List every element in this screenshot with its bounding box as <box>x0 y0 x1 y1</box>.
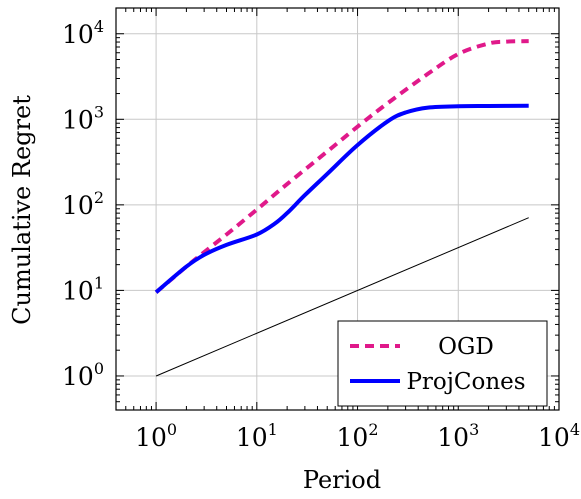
y-axis-title: Cumulative Regret <box>8 95 36 325</box>
x-tick-label: 102 <box>337 420 379 452</box>
x-tick-label: 100 <box>135 420 177 452</box>
y-tick-labels: 100 101 102 103 104 <box>62 17 104 391</box>
y-tick-label: 103 <box>62 102 104 134</box>
legend-box <box>337 320 548 407</box>
plot-frame <box>115 7 560 411</box>
series-lines <box>154 39 529 377</box>
x-axis-title: Period <box>303 466 381 494</box>
legend: OGD ProjCones <box>337 320 548 407</box>
y-tick-label: 100 <box>62 359 104 391</box>
series-reference <box>155 217 529 377</box>
legend-label-projcones: ProjCones <box>406 369 525 395</box>
x-tick-label: 103 <box>437 420 479 452</box>
x-tick-label: 101 <box>236 420 278 452</box>
y-tick-label: 104 <box>62 17 104 49</box>
x-tick-label: 104 <box>538 420 580 452</box>
x-tick-labels: 100 101 102 103 104 <box>135 420 580 452</box>
series-projcones <box>154 103 529 294</box>
legend-label-ogd: OGD <box>438 334 494 360</box>
y-tick-label: 102 <box>62 188 104 220</box>
y-tick-label: 101 <box>62 273 104 305</box>
minor-ticks <box>116 8 560 410</box>
series-ogd <box>154 39 529 294</box>
